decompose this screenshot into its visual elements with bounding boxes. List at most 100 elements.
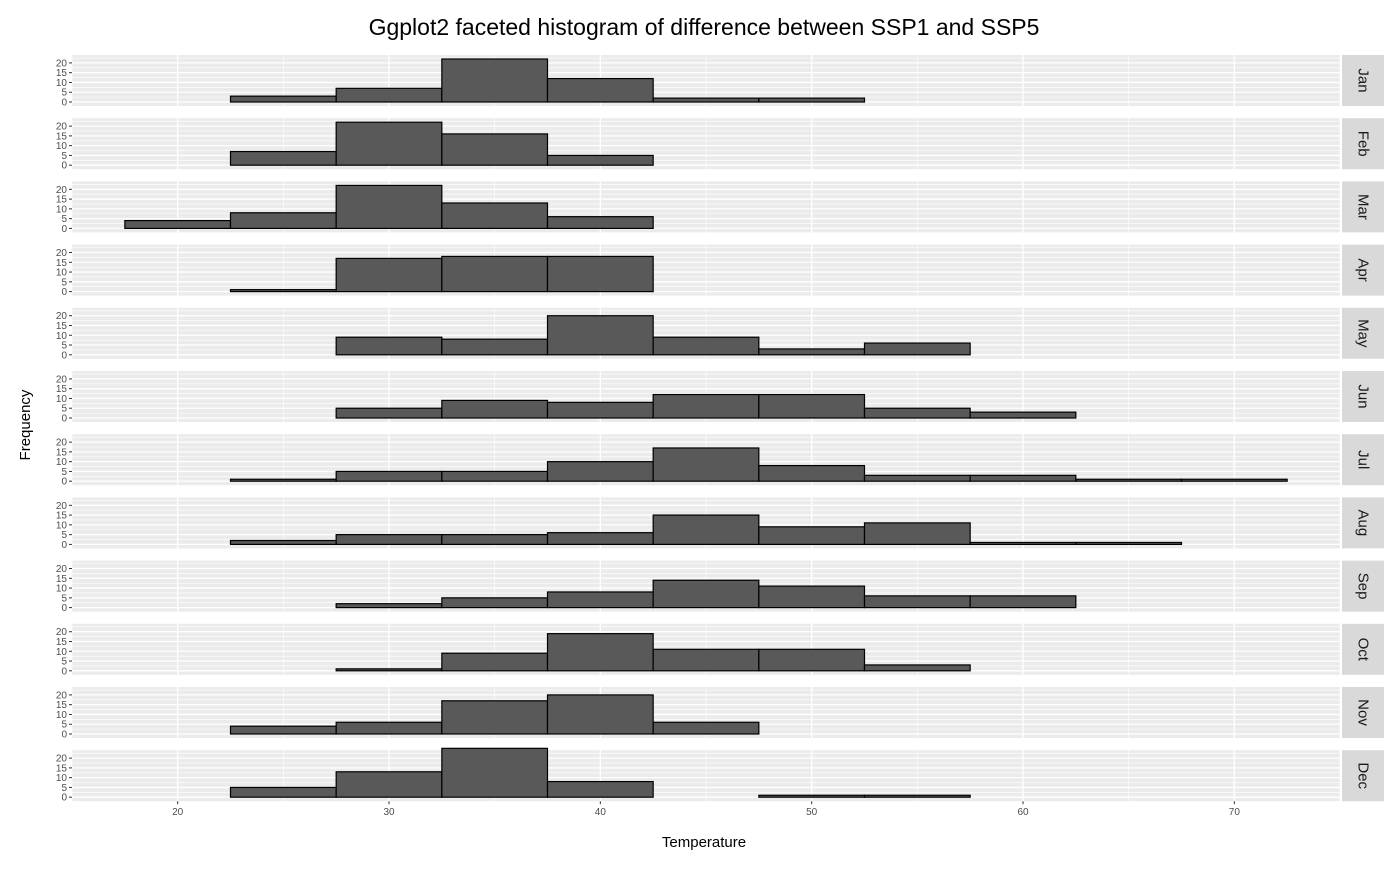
facet-strip [1342, 434, 1384, 486]
facet-strip [1342, 497, 1384, 549]
y-tick-label: 15 [56, 195, 68, 206]
facet-label-dec: Dec [1355, 762, 1372, 789]
histogram-bar [758, 393, 866, 419]
histogram-bar [441, 534, 549, 545]
y-tick-label: 20 [56, 185, 68, 196]
y-tick-label: 5 [61, 277, 67, 288]
y-tick-label: 20 [56, 311, 68, 322]
histogram-bar [335, 121, 443, 166]
histogram-bar [441, 58, 549, 103]
facet-strip [1342, 750, 1384, 802]
y-tick-label: 15 [56, 384, 68, 395]
y-tick-label: 10 [56, 647, 68, 658]
histogram-bar [758, 464, 866, 482]
y-tick-label: 5 [61, 341, 67, 352]
y-tick-label: 5 [61, 530, 67, 541]
facet-label-apr: Apr [1355, 258, 1372, 281]
histogram-bar [758, 648, 866, 672]
histogram-bar [441, 202, 549, 229]
y-tick-label: 0 [61, 224, 67, 235]
facet-strip [1342, 371, 1384, 422]
facet-label-jan: Jan [1355, 68, 1372, 92]
y-tick-label: 15 [56, 131, 68, 142]
histogram-bar [335, 184, 443, 229]
y-tick-label: 5 [61, 88, 67, 99]
histogram-bar [229, 289, 337, 293]
y-tick-label: 10 [56, 78, 68, 89]
x-tick-label: 40 [595, 807, 607, 818]
histogram-bar [969, 411, 1077, 419]
histogram-bar [335, 470, 443, 482]
histogram-bar [863, 664, 971, 672]
histogram-bar [229, 212, 337, 230]
histogram-bar [441, 255, 549, 293]
histogram-bar [441, 597, 549, 609]
histogram-bar [546, 77, 654, 103]
histogram-bar [546, 461, 654, 482]
histogram-bar [652, 97, 760, 103]
histogram-bar [335, 603, 443, 609]
histogram-bar [758, 97, 866, 103]
histogram-bar [652, 579, 760, 609]
histogram-bar [546, 532, 654, 546]
y-tick-label: 15 [56, 574, 68, 585]
histogram-bar [546, 315, 654, 356]
facet-strip [1342, 560, 1384, 612]
histogram-bar [969, 541, 1077, 545]
histogram-bar [652, 336, 760, 356]
y-tick-label: 10 [56, 520, 68, 531]
histogram-bar [863, 342, 971, 356]
histogram-bar [546, 694, 654, 735]
histogram-bar [546, 780, 654, 798]
histogram-bar [229, 150, 337, 166]
histogram-bar [546, 154, 654, 166]
facet-strip [1342, 307, 1384, 359]
histogram-bar [229, 786, 337, 798]
histogram-bar [546, 633, 654, 672]
histogram-bar [758, 526, 866, 545]
facet-label-jun: Jun [1355, 384, 1372, 408]
histogram-bar [863, 474, 971, 482]
y-tick-label: 10 [56, 268, 68, 279]
histogram-bar [335, 668, 443, 672]
facet-label-jul: Jul [1355, 450, 1372, 469]
facet-strip [1342, 687, 1384, 738]
y-tick-label: 20 [56, 374, 68, 385]
y-tick-label: 10 [56, 773, 68, 784]
histogram-bar [1180, 478, 1288, 482]
y-tick-label: 15 [56, 321, 68, 332]
y-tick-label: 15 [56, 763, 68, 774]
y-tick-label: 0 [61, 603, 67, 614]
histogram-bar [546, 216, 654, 230]
y-tick-label: 10 [56, 584, 68, 595]
y-tick-label: 5 [61, 404, 67, 415]
x-tick-label: 60 [1017, 807, 1029, 818]
y-tick-label: 15 [56, 637, 68, 648]
histogram-bar [969, 474, 1077, 482]
facet-label-may: May [1355, 319, 1372, 348]
histogram-bar [229, 539, 337, 545]
chart-title: Ggplot2 faceted histogram of difference … [369, 14, 1040, 40]
histogram-bar [335, 771, 443, 798]
x-tick-label: 20 [172, 807, 184, 818]
y-tick-label: 20 [56, 564, 68, 575]
facet-strip [1342, 118, 1384, 170]
y-tick-label: 0 [61, 414, 67, 425]
histogram-bar [546, 401, 654, 419]
y-tick-label: 0 [61, 540, 67, 551]
histogram-bar [652, 393, 760, 419]
x-tick-label: 50 [806, 807, 818, 818]
y-tick-label: 15 [56, 447, 68, 458]
y-tick-label: 10 [56, 141, 68, 152]
facet-strip [1342, 181, 1384, 233]
facet-panels: 05101520Jan05101520Feb05101520Mar0510152… [56, 55, 1384, 818]
